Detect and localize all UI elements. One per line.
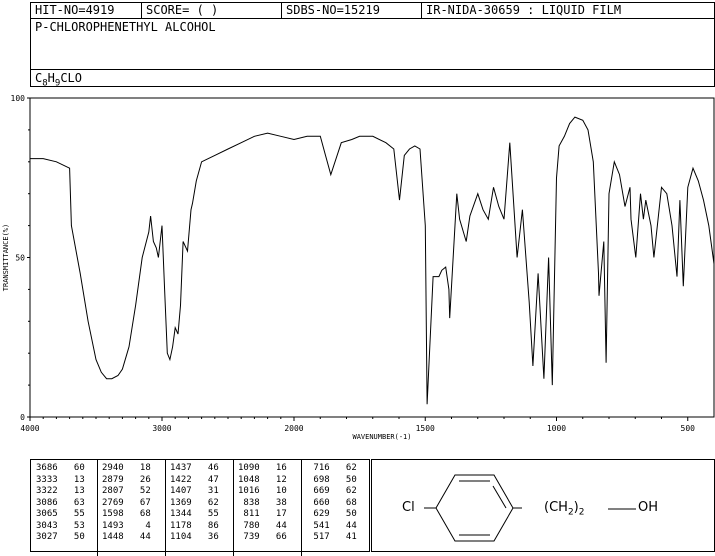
structure-oh: OH <box>638 500 659 515</box>
score: SCORE= ( ) <box>141 3 281 18</box>
peak-column-4: 1090 16 1048 12 1016 10 838 38 811 17 78… <box>233 460 296 556</box>
formula-box: C8H9CLO <box>30 69 715 89</box>
compound-name-box: P-CHLOROPHENETHYL ALCOHOL <box>30 18 715 70</box>
benzene-ring <box>424 474 522 542</box>
x-tick-label: 2000 <box>284 424 303 433</box>
ir-nida: IR-NIDA-30659 : LIQUID FILM <box>421 3 715 18</box>
chain-bond <box>608 508 636 510</box>
x-tick-label: 1000 <box>547 424 566 433</box>
y-tick-label: 50 <box>15 254 25 263</box>
y-axis-label: TRANSMITTANCE(%) <box>2 224 10 291</box>
x-tick-label: 4000 <box>20 424 39 433</box>
peak-column-5: 716 62 698 50 669 62 660 68 629 50 541 4… <box>301 460 370 556</box>
y-tick-label: 0 <box>20 413 25 422</box>
structure-box: Cl (CH2)2 OH <box>371 459 715 552</box>
molecular-formula: C8H9CLO <box>35 71 82 89</box>
y-tick-label: 100 <box>11 94 26 103</box>
peak-column-3: 1437 46 1422 47 1407 31 1369 62 1344 55 … <box>165 460 228 556</box>
structure-cl: Cl <box>402 500 415 515</box>
plot-frame <box>29 97 715 418</box>
x-tick-label: 1500 <box>416 424 435 433</box>
x-tick-label: 3000 <box>152 424 171 433</box>
ir-spectrum-chart: 4000 3000 2000 1500 1000 500 0 50 100 WAVENUMBER(… <box>2 94 715 441</box>
peak-column-1: 3686 60 3333 13 3322 13 3086 63 3065 55 … <box>36 463 85 542</box>
structure-chain: (CH2)2 <box>544 500 585 518</box>
x-axis-label: WAVENUMBER(-1) <box>352 433 411 441</box>
peak-column-2: 2940 18 2879 26 2807 52 2769 67 1598 68 … <box>97 460 160 556</box>
spectrum-line <box>30 116 715 405</box>
peak-table: 3686 60 3333 13 3322 13 3086 63 3065 55 … <box>30 459 370 556</box>
compound-name: P-CHLOROPHENETHYL ALCOHOL <box>35 20 216 34</box>
x-tick-label: 500 <box>681 424 696 433</box>
sdbs-no: SDBS-NO=15219 <box>281 3 421 18</box>
header-bar: HIT-NO=4919 SCORE= ( ) SDBS-NO=15219 IR-… <box>30 2 715 19</box>
hit-no: HIT-NO=4919 <box>35 3 115 17</box>
